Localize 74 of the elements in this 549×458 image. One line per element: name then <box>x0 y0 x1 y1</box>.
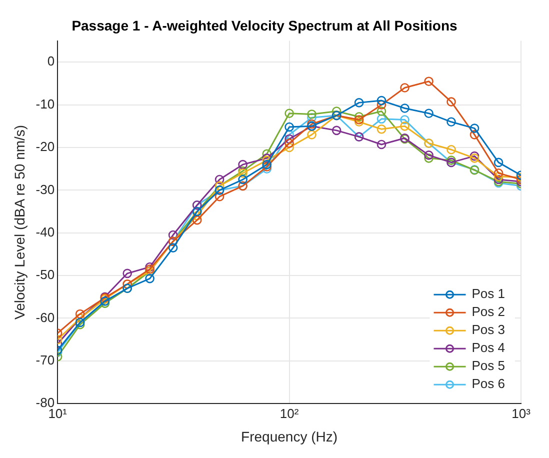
point <box>238 174 248 184</box>
y-axis-title: Velocity Level (dBA re 50 nm/s) <box>11 124 28 320</box>
point <box>307 110 316 119</box>
chart-title: Passage 1 - A-weighted Velocity Spectrum at All Positions <box>72 17 458 34</box>
point <box>376 106 386 116</box>
legend-label: Pos 2 <box>472 304 506 320</box>
point <box>446 97 456 106</box>
point <box>494 174 504 184</box>
point <box>354 117 364 127</box>
y-tick-label: -60 <box>36 310 55 325</box>
y-tick-label: -40 <box>36 224 55 240</box>
y-tick-label: -70 <box>36 352 55 368</box>
point <box>75 309 85 319</box>
point <box>307 130 316 140</box>
x-axis-title: Frequency (Hz) <box>241 428 338 444</box>
point <box>145 274 154 284</box>
point <box>284 122 294 132</box>
point <box>424 76 434 86</box>
point <box>446 144 456 154</box>
point <box>424 108 434 118</box>
point <box>145 262 154 272</box>
point <box>354 112 364 122</box>
legend-label: Pos 5 <box>472 358 506 374</box>
point <box>354 98 364 108</box>
point <box>284 130 294 140</box>
point <box>307 119 316 129</box>
point <box>400 83 410 92</box>
legend-label: Pos 3 <box>472 322 506 338</box>
point <box>470 124 480 133</box>
point <box>332 106 342 116</box>
point <box>470 130 480 140</box>
point <box>446 156 456 165</box>
point <box>214 174 224 184</box>
point <box>214 192 224 202</box>
point <box>400 122 410 131</box>
point <box>284 108 294 118</box>
point <box>376 140 386 150</box>
x-tick-label: 10³ <box>512 406 532 421</box>
point <box>424 154 434 163</box>
point <box>376 124 386 134</box>
point <box>284 142 294 152</box>
point <box>494 158 504 168</box>
y-tick-label: -30 <box>36 182 55 197</box>
x-tick-label: 10² <box>280 406 300 421</box>
point <box>284 138 294 148</box>
point <box>494 172 504 182</box>
point <box>122 268 132 278</box>
point <box>192 215 202 225</box>
y-tick-label: -20 <box>36 139 55 154</box>
point <box>400 115 410 124</box>
legend-label: Pos 4 <box>472 340 506 356</box>
point <box>262 149 272 159</box>
point <box>424 150 434 160</box>
point <box>332 126 342 136</box>
point <box>238 160 248 170</box>
y-tick-label: -10 <box>36 96 55 112</box>
y-tick-label: 0 <box>47 54 55 69</box>
point <box>376 114 386 124</box>
point <box>470 154 480 163</box>
legend-label: Pos 1 <box>472 286 506 302</box>
point <box>262 160 272 170</box>
point <box>168 243 178 252</box>
point <box>446 117 456 127</box>
point <box>307 112 316 122</box>
point <box>376 96 386 106</box>
point <box>470 151 480 161</box>
legend-label: Pos 6 <box>472 376 506 392</box>
point <box>494 168 504 178</box>
point <box>168 230 178 240</box>
y-tick-label: -50 <box>36 267 55 282</box>
point <box>400 104 410 113</box>
point <box>376 100 386 110</box>
point <box>354 115 364 124</box>
point <box>284 134 294 144</box>
